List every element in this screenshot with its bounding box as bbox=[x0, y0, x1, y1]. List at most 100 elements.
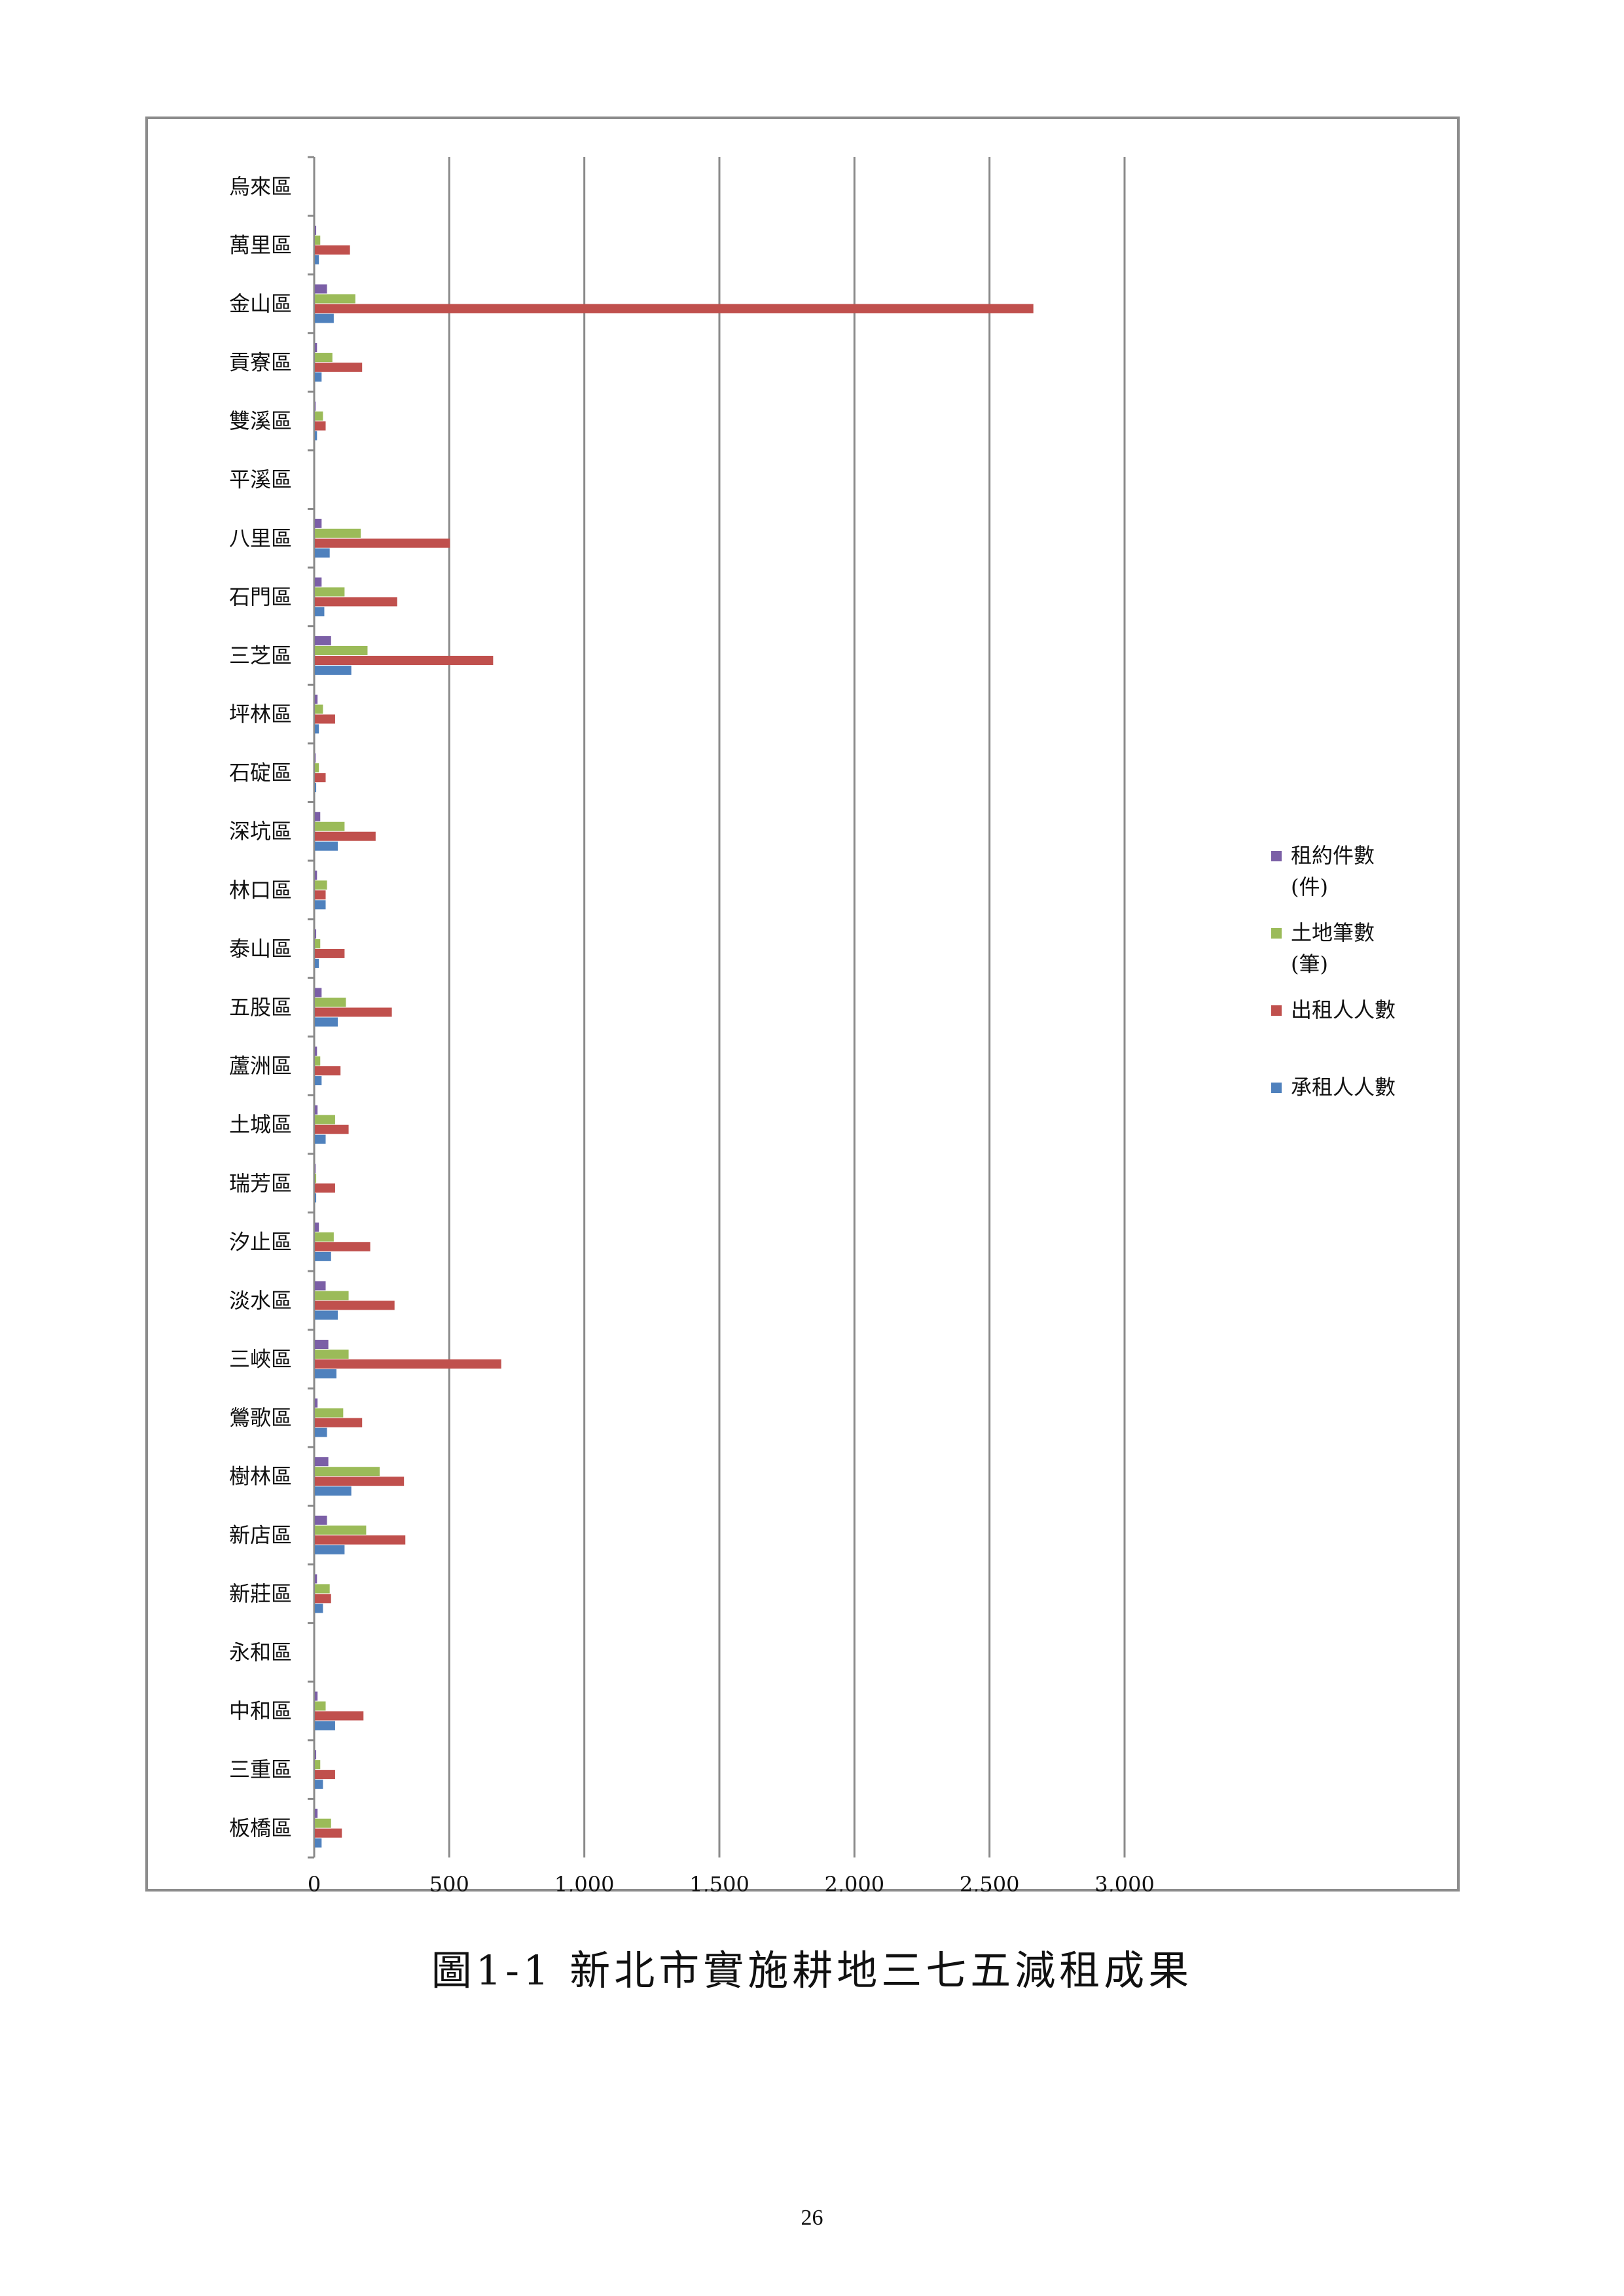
bar bbox=[315, 1477, 405, 1486]
bar bbox=[315, 431, 317, 440]
bar bbox=[315, 1183, 335, 1193]
bar bbox=[315, 1115, 335, 1124]
bar bbox=[315, 363, 363, 372]
bar bbox=[315, 821, 345, 831]
bar bbox=[315, 841, 338, 851]
bar bbox=[315, 538, 450, 548]
bar bbox=[315, 714, 335, 724]
bar bbox=[315, 1808, 318, 1818]
bar bbox=[315, 831, 376, 841]
bar bbox=[315, 1281, 326, 1291]
category-label: 蘆洲區 bbox=[229, 1054, 292, 1079]
bar bbox=[315, 753, 316, 763]
x-tick-label: 0 bbox=[308, 1872, 321, 1892]
legend-label: 租約件數 bbox=[1291, 843, 1375, 868]
bar bbox=[315, 929, 317, 939]
bar bbox=[315, 880, 327, 890]
bar bbox=[315, 1525, 367, 1535]
bar bbox=[315, 607, 325, 617]
category-label: 新莊區 bbox=[229, 1581, 292, 1606]
bar bbox=[315, 783, 317, 793]
bar bbox=[315, 958, 319, 968]
category-label: 三芝區 bbox=[229, 643, 292, 668]
bar bbox=[315, 1418, 363, 1427]
bar bbox=[315, 1545, 345, 1554]
bar bbox=[315, 812, 321, 821]
bar bbox=[315, 1105, 318, 1115]
category-label: 土城區 bbox=[229, 1112, 292, 1137]
x-tick-label: 1,500 bbox=[689, 1872, 749, 1892]
category-label: 三重區 bbox=[229, 1757, 292, 1782]
bar bbox=[315, 1486, 352, 1496]
category-label: 中和區 bbox=[229, 1698, 292, 1723]
bar bbox=[315, 1291, 349, 1300]
bar bbox=[315, 1780, 323, 1789]
bar bbox=[315, 284, 327, 294]
category-label: 金山區 bbox=[229, 291, 292, 316]
bar bbox=[315, 1310, 338, 1320]
legend-swatch bbox=[1271, 1083, 1282, 1093]
bar bbox=[315, 948, 345, 958]
category-label: 八里區 bbox=[229, 526, 292, 550]
bar bbox=[315, 1047, 317, 1056]
category-label: 雙溪區 bbox=[229, 408, 292, 433]
bar bbox=[315, 1691, 318, 1701]
category-label: 瑞芳區 bbox=[229, 1171, 292, 1196]
bar bbox=[315, 1242, 370, 1251]
x-tick-label: 2,000 bbox=[825, 1872, 885, 1892]
bar bbox=[315, 1838, 322, 1848]
legend-label: 土地筆數 bbox=[1291, 920, 1375, 945]
bar bbox=[315, 1467, 380, 1477]
figure-caption: 圖1-1 新北市實施耕地三七五減租成果 bbox=[431, 1946, 1193, 1994]
bar bbox=[315, 1721, 335, 1731]
bar bbox=[315, 1818, 331, 1828]
bar bbox=[315, 577, 322, 587]
bar bbox=[315, 255, 319, 264]
category-label: 平溪區 bbox=[229, 467, 292, 492]
bar bbox=[315, 548, 330, 558]
category-label: 林口區 bbox=[229, 878, 292, 903]
page-number: 26 bbox=[801, 2206, 823, 2230]
bar bbox=[315, 411, 323, 421]
bar bbox=[315, 235, 321, 245]
legend-swatch bbox=[1271, 851, 1282, 861]
bar bbox=[315, 665, 352, 675]
bar bbox=[315, 1164, 316, 1174]
bar bbox=[315, 597, 397, 607]
legend-label: (筆) bbox=[1291, 952, 1328, 977]
bar bbox=[315, 939, 321, 948]
bar bbox=[315, 1584, 330, 1594]
category-label: 泰山區 bbox=[229, 936, 292, 961]
bar bbox=[315, 401, 316, 411]
bar bbox=[315, 763, 319, 773]
bar bbox=[315, 645, 368, 655]
bar bbox=[315, 655, 494, 665]
bar bbox=[315, 1398, 318, 1408]
bar bbox=[315, 314, 334, 323]
category-label: 貢寮區 bbox=[229, 350, 292, 375]
bar bbox=[315, 1300, 395, 1310]
bar bbox=[315, 1007, 392, 1017]
bar bbox=[315, 1535, 406, 1545]
category-label: 鶯歌區 bbox=[229, 1405, 292, 1430]
bar bbox=[315, 1701, 326, 1711]
bar bbox=[315, 1369, 337, 1379]
bar bbox=[315, 304, 1034, 314]
x-tick-label: 1,000 bbox=[554, 1872, 615, 1892]
bar bbox=[315, 343, 317, 353]
bar bbox=[315, 1408, 344, 1418]
category-label: 烏來區 bbox=[229, 174, 292, 199]
bar bbox=[315, 245, 350, 255]
bar bbox=[315, 1770, 335, 1780]
bar bbox=[315, 1124, 349, 1134]
category-label: 汐止區 bbox=[229, 1229, 292, 1254]
category-label: 三峽區 bbox=[229, 1347, 292, 1372]
x-tick-label: 500 bbox=[429, 1872, 469, 1892]
legend-label: 承租人人數 bbox=[1291, 1075, 1396, 1100]
bar bbox=[315, 587, 345, 597]
bar bbox=[315, 1828, 342, 1838]
category-label: 永和區 bbox=[229, 1640, 292, 1664]
category-label: 深坑區 bbox=[229, 819, 292, 844]
x-tick-label: 3,000 bbox=[1094, 1872, 1155, 1892]
category-label: 石門區 bbox=[229, 584, 292, 609]
